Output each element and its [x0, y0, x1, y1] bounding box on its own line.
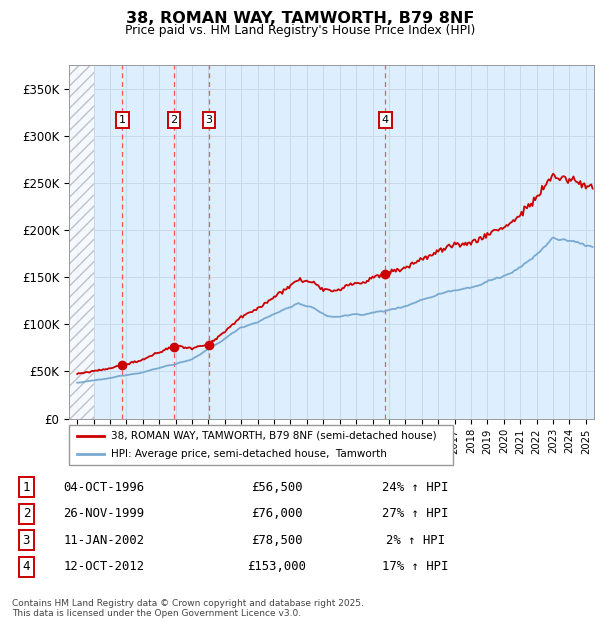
Text: 2% ↑ HPI: 2% ↑ HPI	[386, 534, 445, 547]
Text: 24% ↑ HPI: 24% ↑ HPI	[382, 481, 448, 494]
FancyBboxPatch shape	[69, 425, 453, 465]
Text: Contains HM Land Registry data © Crown copyright and database right 2025.
This d: Contains HM Land Registry data © Crown c…	[12, 599, 364, 618]
Text: 4: 4	[23, 560, 30, 573]
Text: 27% ↑ HPI: 27% ↑ HPI	[382, 507, 448, 520]
Text: 17% ↑ HPI: 17% ↑ HPI	[382, 560, 448, 573]
Text: 4: 4	[382, 115, 389, 125]
Text: 3: 3	[206, 115, 212, 125]
Text: £56,500: £56,500	[251, 481, 303, 494]
Text: 2: 2	[23, 507, 30, 520]
Text: 12-OCT-2012: 12-OCT-2012	[64, 560, 145, 573]
Text: Price paid vs. HM Land Registry's House Price Index (HPI): Price paid vs. HM Land Registry's House …	[125, 24, 475, 37]
Text: 04-OCT-1996: 04-OCT-1996	[64, 481, 145, 494]
Text: 2: 2	[170, 115, 178, 125]
Text: 3: 3	[23, 534, 30, 547]
Text: 38, ROMAN WAY, TAMWORTH, B79 8NF: 38, ROMAN WAY, TAMWORTH, B79 8NF	[126, 11, 474, 26]
Text: 11-JAN-2002: 11-JAN-2002	[64, 534, 145, 547]
Text: £78,500: £78,500	[251, 534, 303, 547]
Text: 1: 1	[119, 115, 126, 125]
Text: 1: 1	[23, 481, 30, 494]
Bar	[69, 65, 94, 418]
Text: 26-NOV-1999: 26-NOV-1999	[64, 507, 145, 520]
Text: £76,000: £76,000	[251, 507, 303, 520]
Text: 38, ROMAN WAY, TAMWORTH, B79 8NF (semi-detached house): 38, ROMAN WAY, TAMWORTH, B79 8NF (semi-d…	[111, 430, 437, 441]
Text: £153,000: £153,000	[247, 560, 307, 573]
Text: HPI: Average price, semi-detached house,  Tamworth: HPI: Average price, semi-detached house,…	[111, 449, 387, 459]
